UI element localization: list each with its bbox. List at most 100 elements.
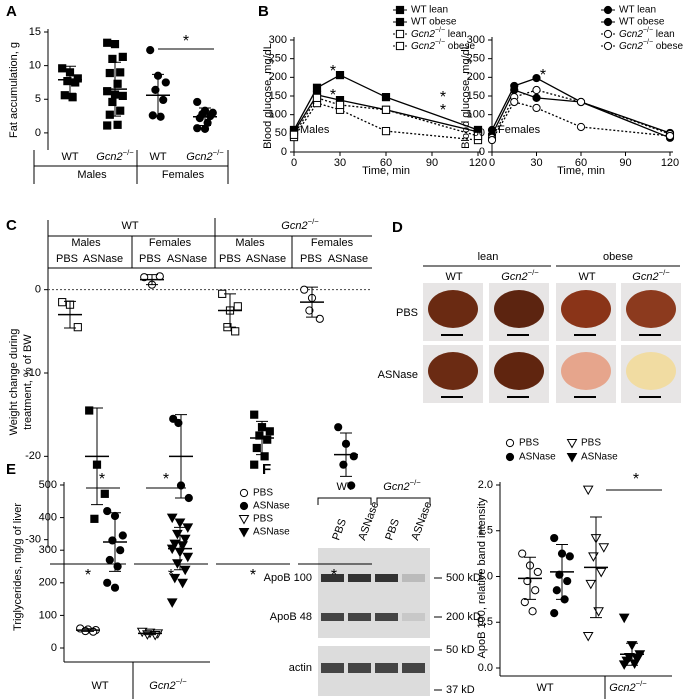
y-tick-label: 50 bbox=[473, 127, 485, 139]
legend-label: ASNase bbox=[253, 501, 290, 512]
significance: * bbox=[330, 63, 336, 80]
marker bbox=[60, 91, 69, 100]
marker bbox=[166, 513, 178, 524]
error-bar bbox=[175, 414, 187, 499]
lane-label: PBS bbox=[383, 517, 402, 542]
error-bar bbox=[306, 286, 318, 318]
band bbox=[321, 663, 344, 673]
series-line bbox=[293, 97, 479, 137]
panel-label: B bbox=[258, 3, 269, 20]
legend-label: WT obese bbox=[411, 17, 457, 28]
marker bbox=[487, 135, 497, 145]
marker bbox=[103, 121, 112, 130]
size-label: 37 kD bbox=[446, 684, 475, 696]
subcategory-label: Males bbox=[71, 237, 101, 249]
marker bbox=[90, 514, 99, 523]
y-axis-label: treatment, % of BW bbox=[22, 334, 34, 430]
marker bbox=[118, 531, 127, 540]
error-bar bbox=[590, 516, 602, 619]
marker bbox=[148, 111, 157, 120]
significance: * bbox=[99, 471, 105, 488]
marker bbox=[116, 546, 125, 555]
y-tick-label: 250 bbox=[467, 53, 485, 65]
marker bbox=[159, 95, 168, 105]
significance: * bbox=[330, 87, 336, 104]
blot bbox=[318, 548, 430, 638]
x-tick-label: WT bbox=[149, 151, 166, 163]
error-bar bbox=[199, 107, 211, 126]
marker bbox=[166, 598, 178, 608]
x-tick-label: 120 bbox=[661, 157, 679, 169]
marker bbox=[305, 306, 314, 315]
lane-label: PBS bbox=[330, 517, 349, 542]
error-bar bbox=[524, 556, 536, 600]
group-label: Gcn2−/− bbox=[383, 478, 421, 493]
column-label: WT bbox=[445, 271, 462, 283]
error-bar bbox=[256, 420, 268, 456]
marker bbox=[172, 529, 183, 540]
y-tick-label: -20 bbox=[25, 450, 41, 462]
marker bbox=[315, 314, 324, 323]
marker bbox=[260, 452, 269, 461]
legend-label: Gcn2−/− obese bbox=[619, 39, 683, 51]
marker bbox=[339, 460, 348, 469]
legend-label: PBS bbox=[253, 514, 273, 525]
band bbox=[348, 663, 371, 673]
marker bbox=[255, 431, 264, 440]
marker bbox=[552, 586, 561, 595]
column-label: Gcn2−/− bbox=[501, 268, 539, 283]
marker bbox=[103, 506, 112, 516]
x-tick-label: WT bbox=[61, 151, 78, 163]
marker bbox=[116, 68, 125, 77]
column-header: obese bbox=[603, 251, 633, 263]
marker bbox=[300, 285, 309, 294]
liver bbox=[561, 352, 611, 390]
x-tick-label: 60 bbox=[380, 157, 392, 169]
marker bbox=[550, 533, 559, 543]
x-tick-label: Gcn2−/− bbox=[96, 148, 134, 163]
error-bar bbox=[224, 293, 236, 328]
marker bbox=[110, 40, 120, 49]
marker bbox=[233, 302, 242, 311]
marker bbox=[105, 110, 114, 119]
marker bbox=[312, 93, 322, 102]
marker bbox=[193, 124, 202, 133]
error-bar bbox=[64, 65, 76, 94]
marker bbox=[252, 443, 261, 453]
marker bbox=[169, 414, 178, 423]
marker bbox=[603, 29, 613, 39]
marker bbox=[250, 460, 259, 469]
error-bar bbox=[340, 432, 352, 477]
lane-label: ASNase bbox=[356, 500, 381, 542]
marker bbox=[395, 29, 405, 39]
x-axis-label: Time, min bbox=[362, 165, 410, 177]
liver bbox=[626, 352, 676, 390]
panel-label: F bbox=[262, 461, 271, 478]
significance: * bbox=[440, 89, 446, 106]
marker bbox=[381, 105, 391, 114]
y-tick-label: 300 bbox=[39, 544, 57, 556]
marker bbox=[151, 85, 160, 94]
legend-label: ASNase bbox=[519, 452, 556, 463]
marker bbox=[532, 85, 541, 95]
marker bbox=[576, 97, 586, 107]
marker bbox=[85, 406, 94, 415]
marker bbox=[193, 97, 202, 107]
inset-label: Males bbox=[300, 124, 330, 136]
marker bbox=[582, 631, 594, 642]
marker bbox=[505, 438, 515, 448]
marker bbox=[169, 573, 181, 584]
band bbox=[375, 613, 398, 621]
x-tick-label: Gcn2−/− bbox=[609, 679, 647, 694]
marker bbox=[250, 410, 259, 419]
marker bbox=[110, 583, 120, 592]
marker bbox=[103, 578, 112, 587]
band-label: ApoB 100 bbox=[264, 572, 312, 584]
x-tick-label: PBS bbox=[56, 253, 78, 265]
marker bbox=[598, 543, 610, 553]
x-tick-label: ASNase bbox=[328, 253, 368, 265]
band bbox=[375, 663, 398, 673]
marker bbox=[169, 539, 181, 550]
y-tick-label: 0.0 bbox=[478, 662, 493, 674]
